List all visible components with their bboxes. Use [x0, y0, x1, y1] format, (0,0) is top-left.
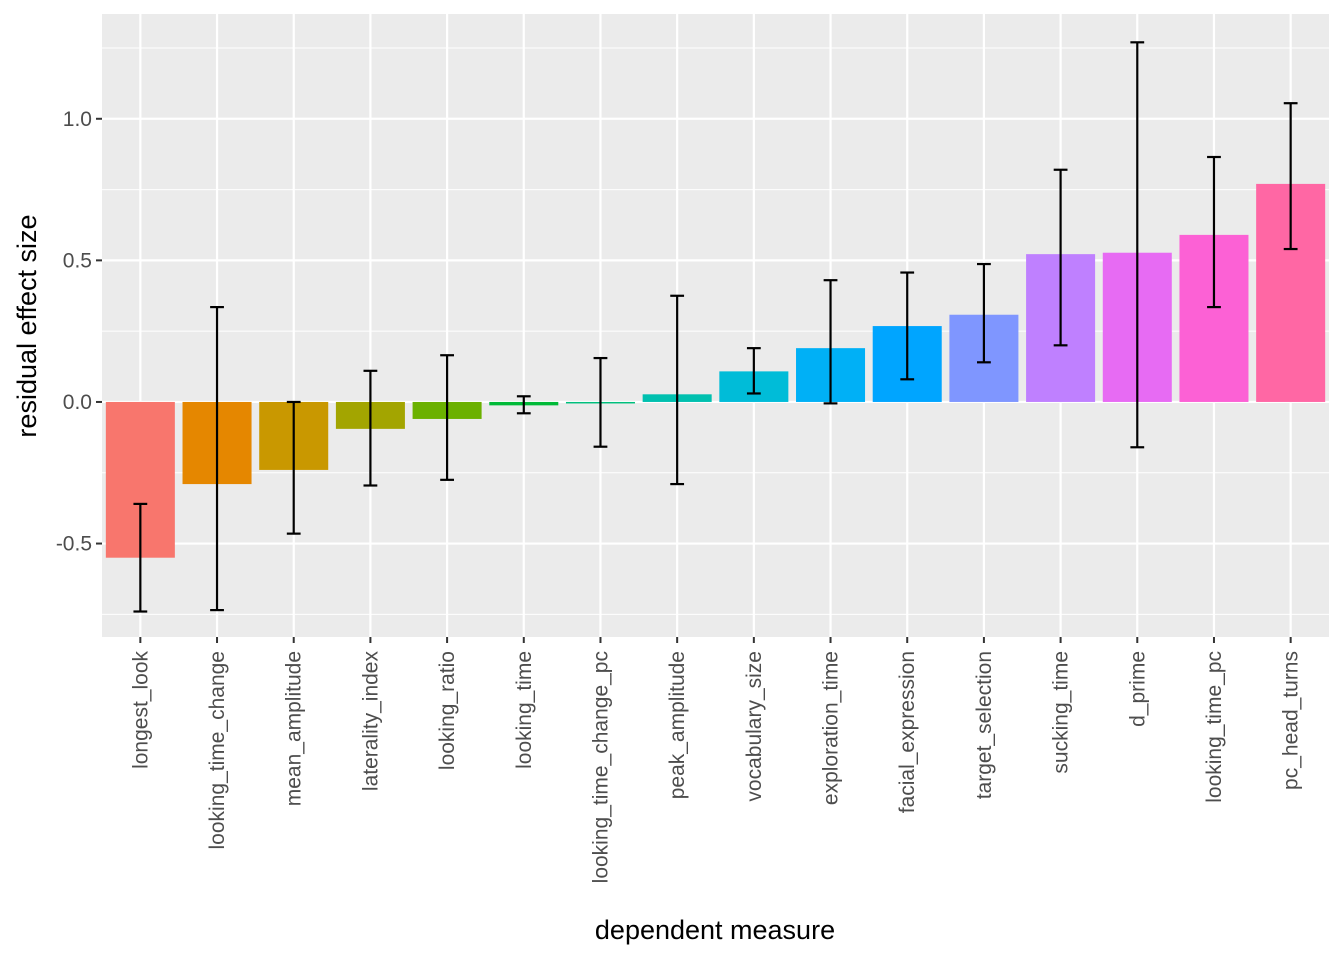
error-bar-exploration_time: [823, 279, 838, 405]
x-axis: longest_look looking_time_change mean_ampl…: [129, 637, 1303, 883]
error-bars-group: [133, 41, 1298, 613]
x-tick-label: pc_head_turns: [1280, 651, 1303, 790]
x-tick-label: laterality_index: [359, 651, 382, 792]
y-axis-title: residual effect size: [12, 214, 42, 437]
error-bar-looking_time_pc: [1207, 155, 1221, 309]
x-tick-label: target_selection: [973, 651, 996, 799]
y-tick-label: -0.5: [56, 533, 92, 556]
x-tick-label: d_prime: [1126, 651, 1149, 727]
x-tick-label: longest_look: [129, 651, 152, 769]
y-tick-label: 0.5: [63, 249, 92, 272]
x-tick-label: mean_amplitude: [283, 651, 306, 806]
error-bar-sucking_time: [1053, 168, 1068, 347]
error-bar-longest_look: [133, 502, 148, 613]
error-bar-looking_time: [516, 395, 531, 415]
error-bar-pc_head_turns: [1283, 102, 1298, 251]
error-bar-looking_time_change_pc: [593, 356, 608, 448]
x-tick-label: sucking_time: [1050, 651, 1073, 774]
error-bar-facial_expression: [900, 271, 915, 381]
x-tick-label: looking_ratio: [436, 651, 459, 770]
y-tick-label: 0.0: [63, 391, 92, 414]
x-tick-label: looking_time: [513, 651, 536, 769]
x-tick-label: vocabulary_size: [743, 651, 766, 802]
x-tick-label: peak_amplitude: [666, 651, 689, 799]
error-bar-looking_ratio: [440, 354, 454, 481]
x-tick-label: looking_time_change_pc: [589, 651, 612, 883]
error-bar-vocabulary_size: [746, 347, 761, 395]
x-tick-label: facial_expression: [896, 651, 919, 813]
error-bar-target_selection: [977, 262, 991, 364]
y-axis: -0.5 0.0 0.5 1.0: [56, 108, 102, 556]
x-tick-label: looking_time_pc: [1203, 651, 1226, 803]
x-tick-label: looking_time_change: [206, 651, 229, 849]
x-tick-label: exploration_time: [820, 651, 843, 805]
y-tick-label: 1.0: [63, 108, 92, 131]
error-bar-looking_time_change: [210, 305, 224, 612]
error-bar-peak_amplitude: [670, 294, 685, 486]
error-bar-mean_amplitude: [286, 400, 301, 535]
error-bar-laterality_index: [363, 369, 378, 487]
error-bar-d_prime: [1130, 41, 1145, 449]
x-axis-title: dependent measure: [595, 915, 835, 945]
